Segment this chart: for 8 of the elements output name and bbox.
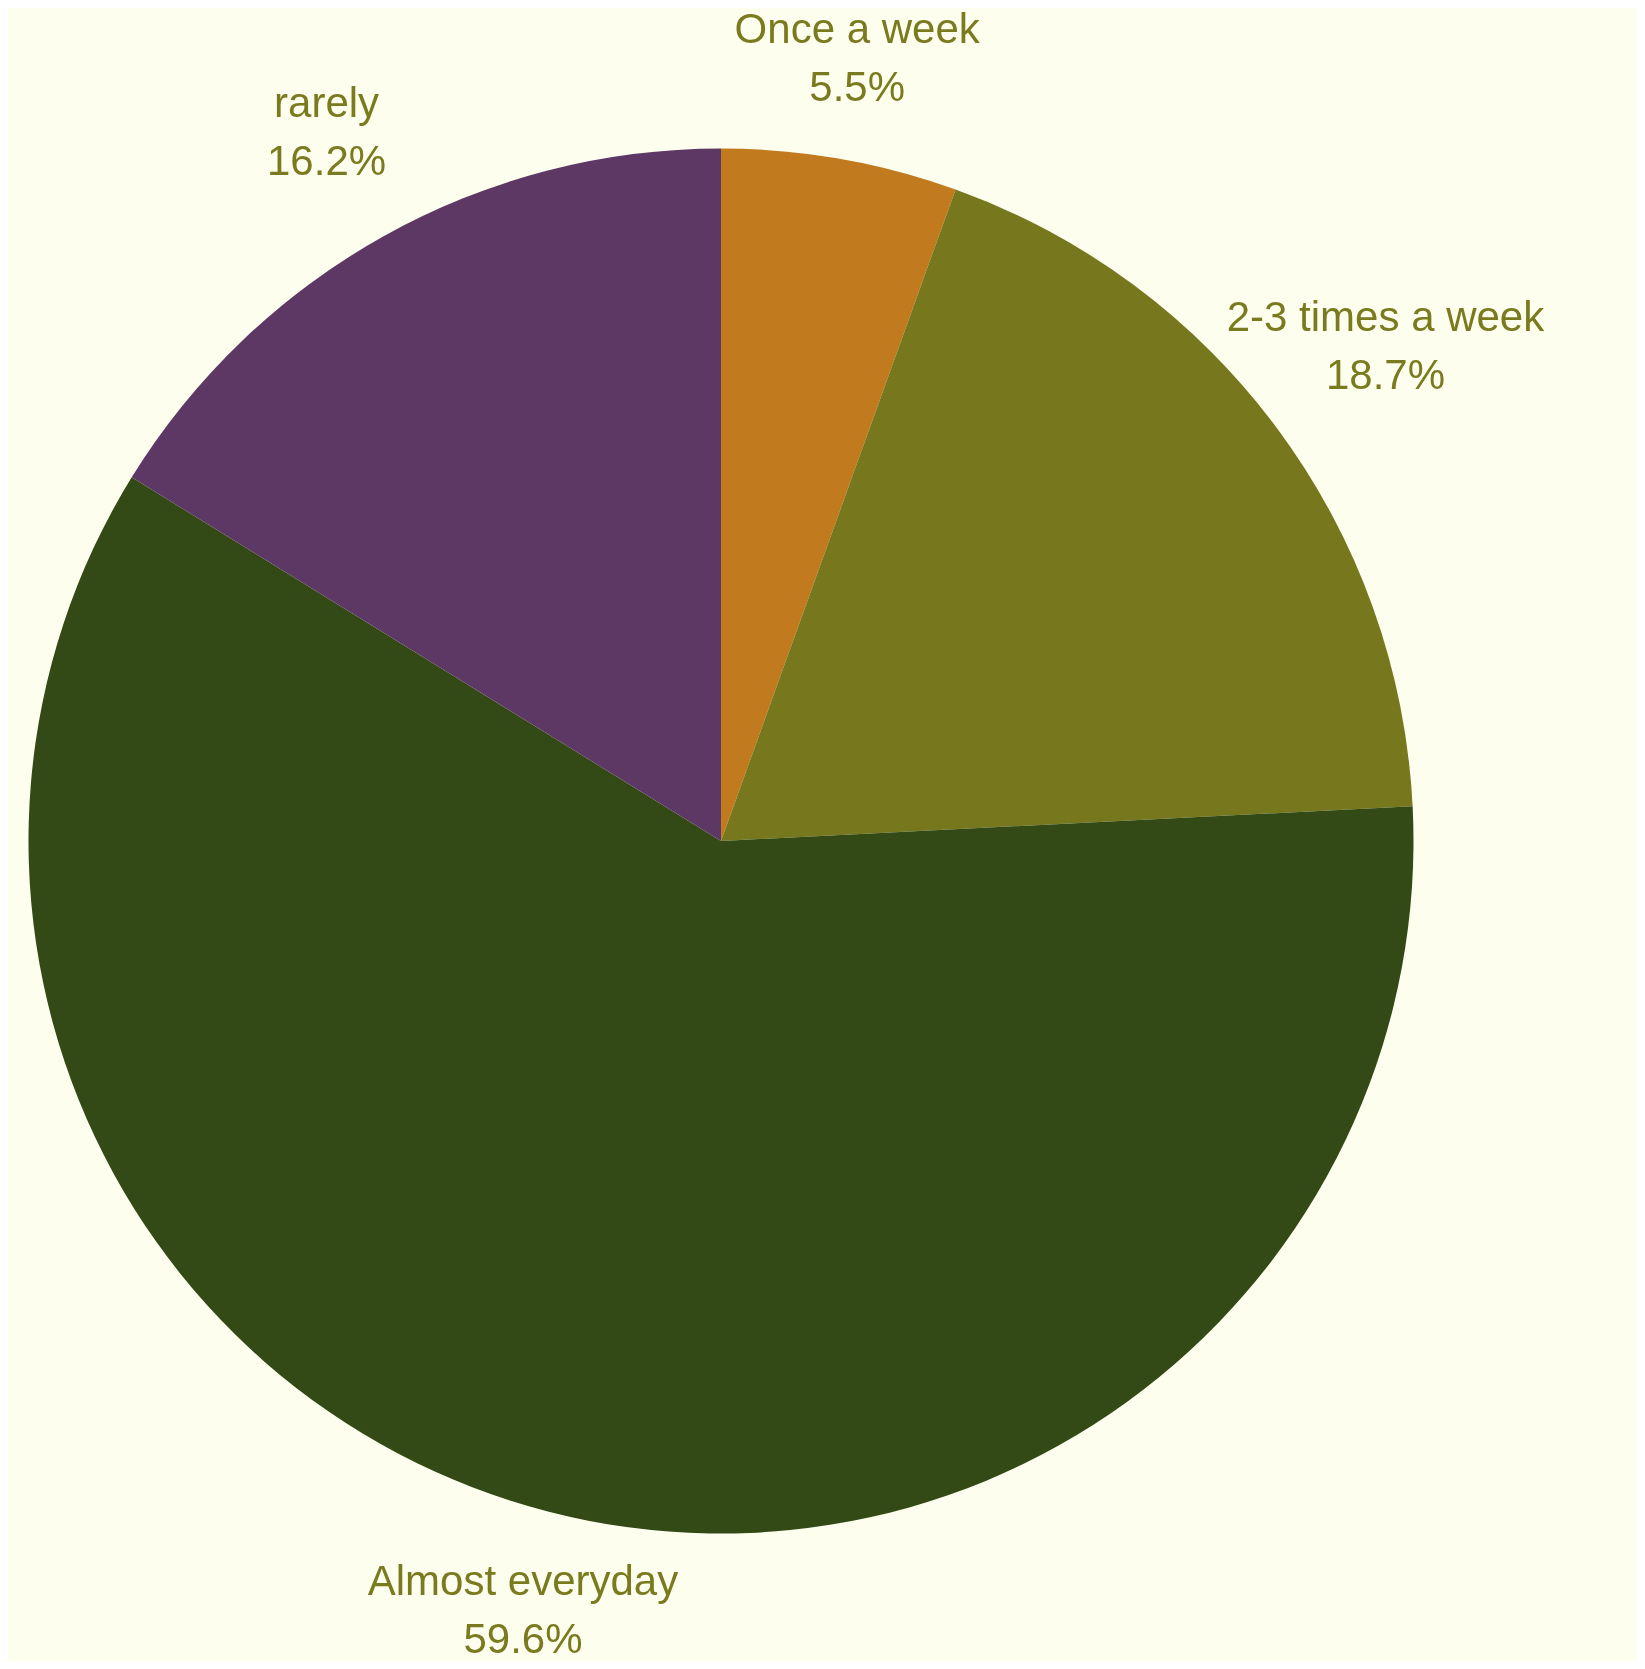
data-label: 59.6% — [463, 1614, 583, 1662]
slice-label: Almost everyday — [367, 1556, 679, 1604]
data-label: 18.7% — [1325, 351, 1446, 399]
data-label: 5.5% — [809, 63, 906, 111]
slice-label: 2-3 times a week — [1226, 293, 1546, 341]
data-label: 16.2% — [267, 136, 387, 184]
slice-label: Once a week — [734, 5, 981, 53]
slice-label: rarely — [274, 78, 380, 126]
